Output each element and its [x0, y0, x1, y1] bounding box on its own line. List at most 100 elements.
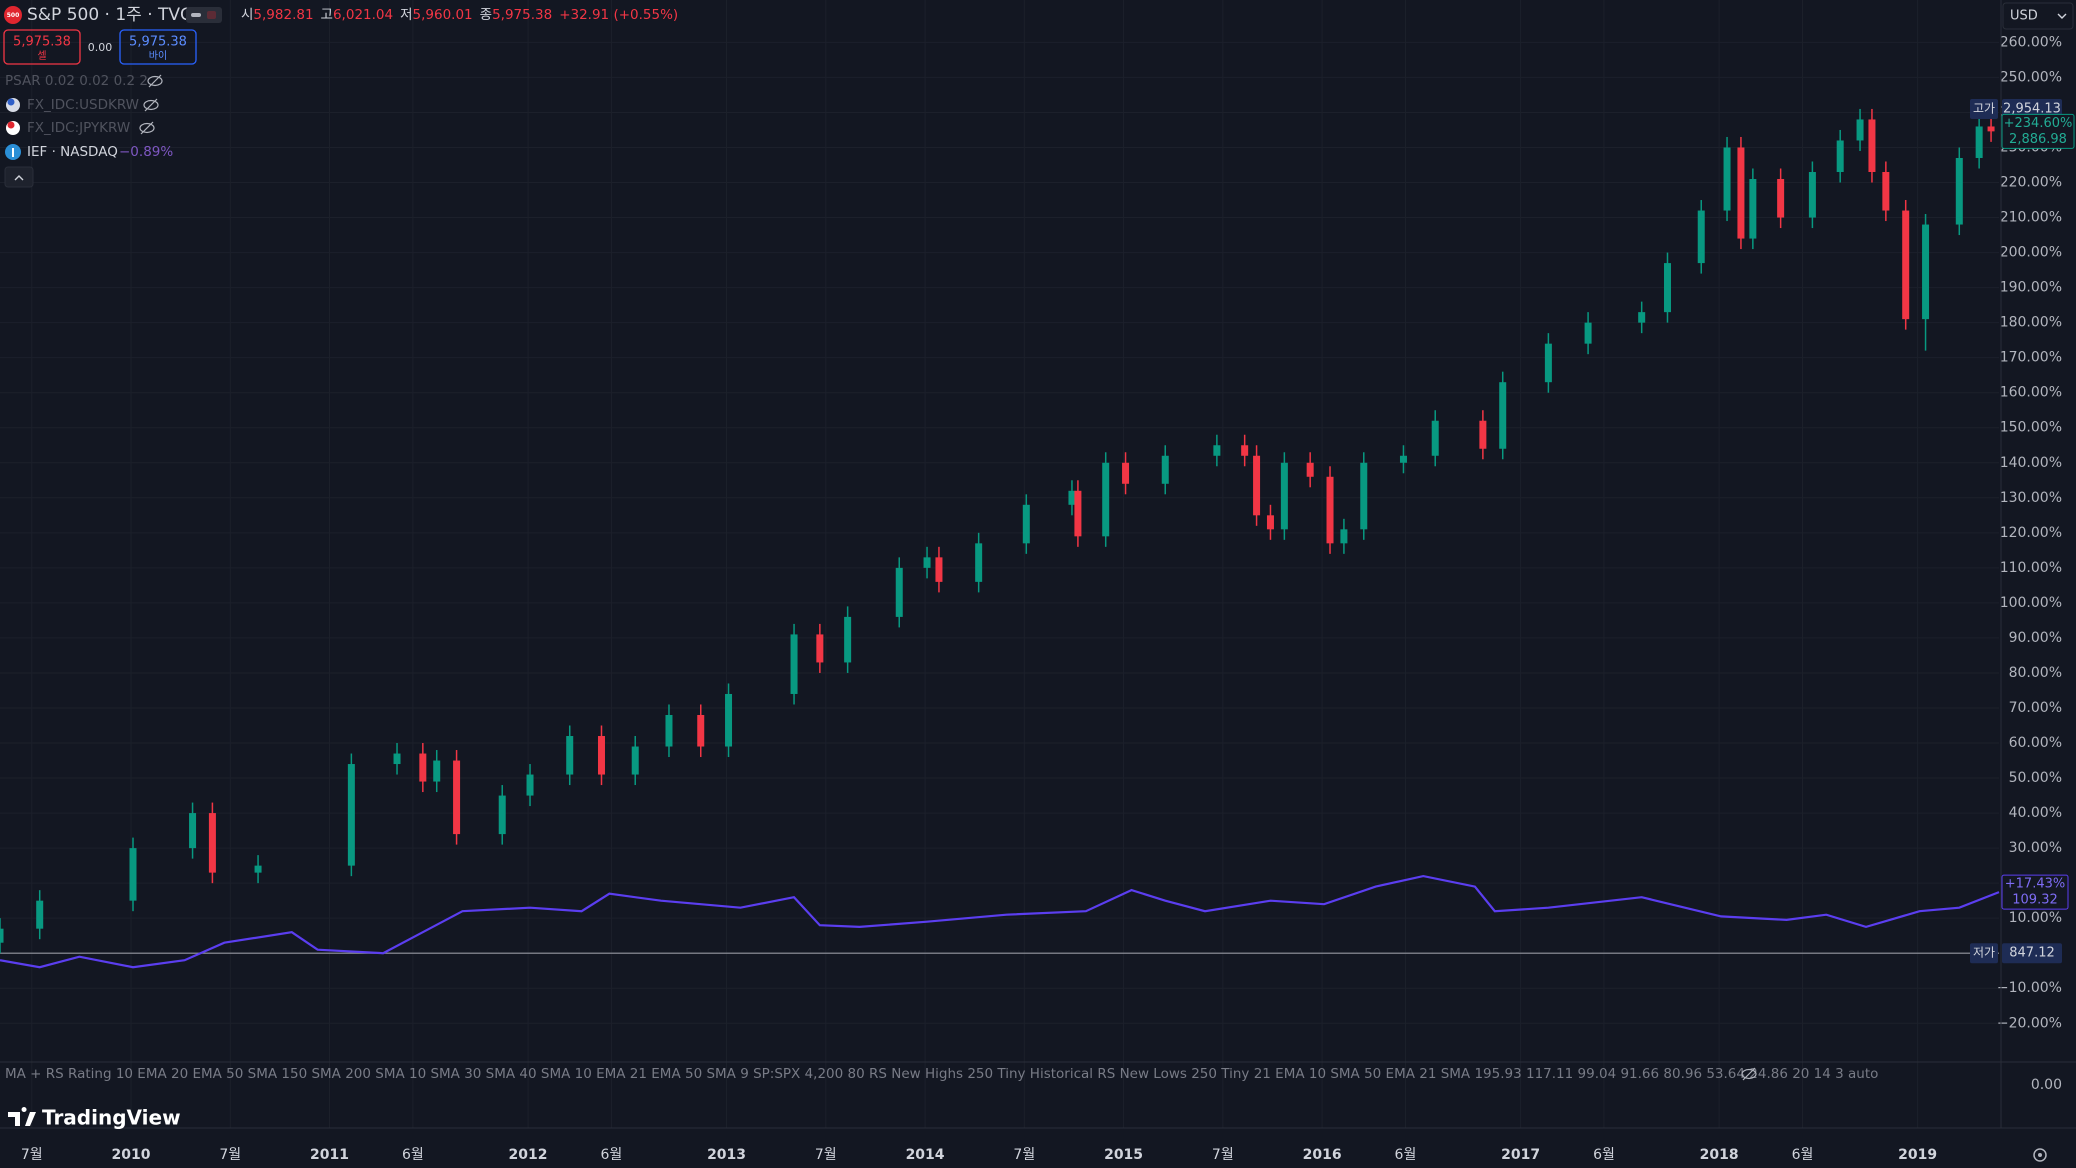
x-tick-label: 7월 — [1212, 1147, 1234, 1163]
candle-body — [1836, 140, 1844, 173]
x-tick-label: 2017 — [1501, 1147, 1540, 1163]
settings-icon[interactable] — [2033, 1148, 2047, 1162]
logo-icon — [8, 1107, 36, 1126]
candle-body — [1723, 147, 1731, 211]
buy-label: 바이 — [149, 50, 167, 62]
ief-last-change: +17.43% — [2005, 877, 2065, 892]
legend-psar: PSAR 0.02 0.02 0.2 2 — [5, 73, 148, 89]
logo-text: TradingView — [42, 1106, 181, 1130]
x-tick-label: 6월 — [601, 1147, 623, 1163]
candle-body — [665, 714, 673, 747]
ohlc: 시5,982.81 고6,021.04 저5,960.01 종5,975.38 +32.… — [241, 7, 678, 23]
candle-body — [1074, 490, 1082, 537]
candle-body — [1161, 455, 1169, 484]
x-tick-label: 7월 — [219, 1147, 241, 1163]
price-change: +32.91 (+0.55%) — [559, 7, 678, 23]
ief-icon-mark — [12, 148, 14, 157]
last-price: 2,886.98 — [2009, 132, 2067, 147]
y-tick-label: 190.00% — [2000, 280, 2062, 296]
candle-body — [129, 848, 137, 901]
candle-body — [697, 714, 705, 747]
buy-button[interactable] — [119, 29, 197, 65]
candle-body — [1663, 263, 1671, 313]
y-tick-label: −10.00% — [1997, 980, 2062, 996]
x-tick-label: 6월 — [1593, 1147, 1615, 1163]
candle-body — [1479, 420, 1487, 449]
hidden-icon-slash — [1742, 1067, 1756, 1081]
hidden-icon-slash — [140, 121, 154, 135]
candle-body — [1638, 312, 1646, 323]
ief-last-price: 109.32 — [2012, 893, 2058, 908]
x-tick-label: 6월 — [1395, 1147, 1417, 1163]
ief-line — [0, 874, 2000, 969]
low-value-box — [2002, 943, 2062, 964]
candle-body — [935, 557, 943, 582]
status-dot — [207, 11, 216, 19]
candle-body — [923, 557, 931, 568]
status-dot — [191, 13, 201, 17]
y-tick-label: 180.00% — [2000, 315, 2062, 331]
y-tick-label: 250.00% — [2000, 69, 2062, 85]
candle-body — [1399, 455, 1407, 463]
candle-body — [790, 634, 798, 694]
candle-body — [566, 736, 574, 775]
y-tick-label: 50.00% — [2009, 770, 2062, 786]
hidden-icon-slash — [148, 74, 162, 88]
candle-body — [1777, 179, 1785, 218]
candle-body — [597, 736, 605, 775]
candle-body — [1326, 476, 1334, 544]
x-tick-label: 7월 — [1013, 1147, 1035, 1163]
y-tick-label: 70.00% — [2009, 700, 2062, 716]
candle-body — [526, 774, 534, 796]
pane-tick-label: 0.00 — [2031, 1077, 2062, 1093]
x-tick-label: 2014 — [906, 1147, 945, 1163]
hidden-icon — [147, 75, 163, 87]
y-tick-label: 140.00% — [2000, 455, 2062, 471]
hidden-icon — [143, 99, 159, 111]
candle-body — [1856, 119, 1864, 141]
sell-label: 셀 — [37, 50, 46, 62]
candle-body — [1808, 172, 1816, 218]
sell-button[interactable] — [3, 29, 81, 65]
y-tick-label: 260.00% — [2000, 34, 2062, 50]
hidden-icon-slash — [144, 98, 158, 112]
low-tag-box — [1970, 943, 1998, 964]
high-tag-box — [1970, 98, 1998, 119]
symbol-icon-inner — [7, 98, 15, 106]
ohlc-label: 저 — [400, 7, 412, 23]
x-tick-label: 6월 — [402, 1147, 424, 1163]
legend-ief: IEF · NASDAQ — [27, 144, 118, 160]
candle-body — [844, 616, 852, 663]
candle-body — [1987, 126, 1995, 132]
low-value: 847.12 — [2009, 946, 2055, 961]
ohlc-value: 5,975.38 — [492, 7, 552, 23]
high-tag: 고가 — [1973, 101, 1995, 115]
candle-body — [347, 764, 355, 866]
candle-body — [1360, 462, 1368, 530]
candle-body — [433, 760, 441, 782]
ohlc-value: 5,982.81 — [253, 7, 313, 23]
candle-body — [189, 813, 197, 849]
x-tick-label: 2016 — [1303, 1147, 1342, 1163]
collapse-button[interactable] — [4, 166, 34, 188]
candle-body — [895, 567, 903, 617]
high-value: 2,954.13 — [2003, 101, 2061, 116]
hidden-icon — [1741, 1068, 1757, 1080]
candle-body — [453, 760, 461, 835]
y-tick-label: 170.00% — [2000, 350, 2062, 366]
badge-text: 500 — [7, 12, 20, 19]
candle-body — [1584, 322, 1592, 344]
candle-body — [1280, 462, 1288, 530]
currency-button[interactable] — [2002, 2, 2074, 30]
y-tick-label: 10.00% — [2009, 910, 2062, 926]
candle-body — [1902, 210, 1910, 320]
candle-body — [975, 543, 983, 582]
candle-body — [1253, 455, 1261, 516]
symbol-title: S&P 500 · 1주 · TVC — [27, 5, 192, 25]
x-tick-label: 2019 — [1898, 1147, 1937, 1163]
last-price-box — [2001, 113, 2075, 149]
indicator-legend: MA + RS Rating 10 EMA 20 EMA 50 SMA 150 … — [5, 1066, 1878, 1082]
collapse-caret — [14, 175, 24, 181]
